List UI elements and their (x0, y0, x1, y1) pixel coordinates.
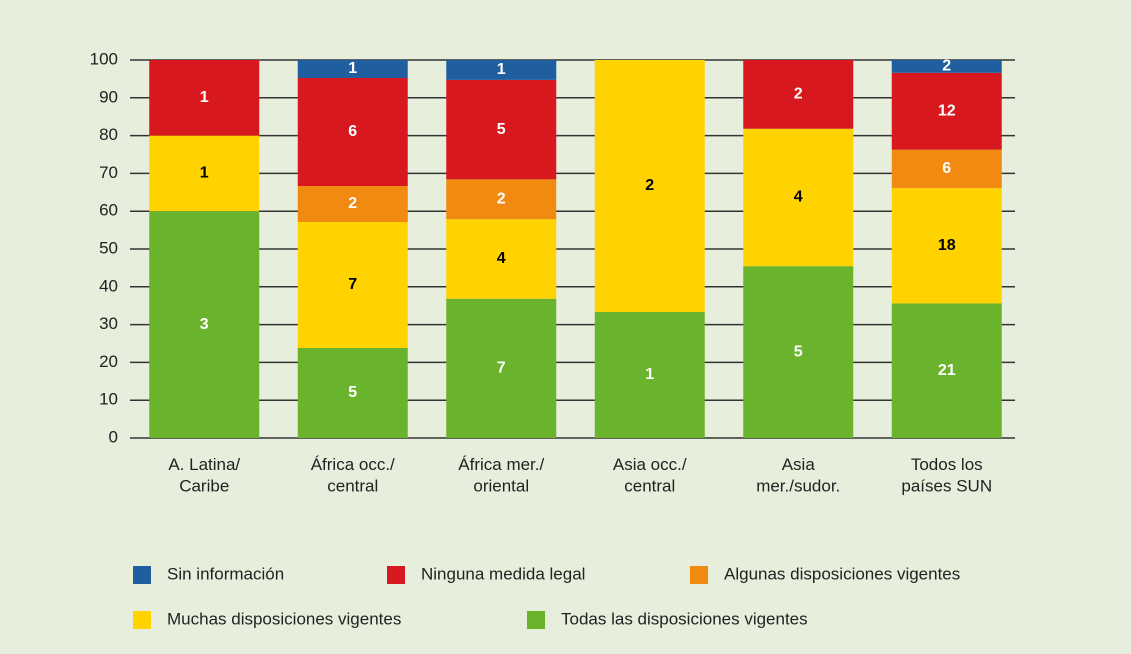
x-tick-label: África occ./central (311, 455, 395, 495)
value-label: 18 (938, 237, 956, 254)
bar-segment (446, 60, 557, 80)
y-tick-label: 30 (99, 314, 118, 333)
legend-label: Muchas disposiciones vigentes (167, 609, 401, 628)
value-label: 2 (942, 58, 951, 75)
x-tick-label: Asia occ./central (613, 455, 687, 495)
legend-swatch (133, 566, 151, 584)
y-tick-label: 100 (90, 49, 118, 68)
x-tick-label: Todos los países SUN (901, 455, 992, 495)
value-label: 4 (794, 189, 803, 206)
bar-segment (743, 128, 854, 267)
value-label: 5 (497, 121, 506, 138)
value-label: 12 (938, 102, 956, 119)
value-label: 1 (645, 366, 654, 383)
y-tick-label: 90 (99, 87, 118, 106)
value-label: 3 (200, 316, 209, 333)
value-label: 7 (348, 276, 357, 293)
value-label: 1 (348, 60, 357, 77)
legend-label: Ninguna medida legal (421, 564, 585, 583)
x-tick-label: África mer./oriental (458, 455, 544, 495)
value-label: 6 (348, 123, 357, 140)
y-tick-label: 70 (99, 163, 118, 182)
value-label: 5 (348, 384, 357, 401)
x-tick-label: A. Latina/Caribe (168, 455, 240, 495)
y-tick-label: 20 (99, 352, 118, 371)
legend-swatch (690, 566, 708, 584)
value-label: 1 (200, 165, 209, 182)
bar-segment (297, 78, 408, 186)
bar-segment (446, 298, 557, 438)
bar-segment (891, 303, 1002, 438)
value-label: 5 (794, 343, 803, 360)
value-label: 2 (497, 190, 506, 207)
value-label: 2 (348, 195, 357, 212)
legend-label: Algunas disposiciones vigentes (724, 564, 960, 583)
bar-segment (297, 186, 408, 222)
y-tick-label: 0 (109, 427, 118, 446)
y-tick-label: 80 (99, 125, 118, 144)
bar-segment (297, 60, 408, 78)
legend-swatch (387, 566, 405, 584)
bar-segment (743, 60, 854, 129)
bar-segment (743, 266, 854, 438)
bar-segment (891, 149, 1002, 189)
bar-segment (149, 60, 260, 136)
value-label: 21 (938, 362, 956, 379)
bar-segment (891, 60, 1002, 73)
bar-segment (297, 348, 408, 438)
bar-segment (297, 222, 408, 348)
bar-segment (446, 219, 557, 299)
legend-label: Sin información (167, 564, 284, 583)
y-tick-label: 50 (99, 238, 118, 257)
value-label: 4 (497, 250, 506, 267)
value-label: 7 (497, 360, 506, 377)
bar-segment (446, 179, 557, 220)
y-tick-label: 60 (99, 201, 118, 220)
bar-segment (149, 135, 260, 212)
legend-swatch (527, 611, 545, 629)
bar-segment (594, 312, 705, 438)
value-label: 2 (794, 86, 803, 103)
bar-segment (446, 79, 557, 180)
y-tick-label: 10 (99, 390, 118, 409)
legend-label: Todas las disposiciones vigentes (561, 609, 808, 628)
value-label: 2 (645, 177, 654, 194)
bar-segment (891, 72, 1002, 150)
value-label: 1 (200, 89, 209, 106)
value-label: 1 (497, 61, 506, 78)
y-tick-label: 40 (99, 276, 118, 295)
value-label: 6 (942, 160, 951, 177)
bar-segment (891, 188, 1002, 304)
bar-segment (594, 60, 705, 312)
bar-segment (149, 211, 260, 438)
x-tick-label: Asia mer./sudor. (756, 455, 840, 495)
legend-swatch (133, 611, 151, 629)
